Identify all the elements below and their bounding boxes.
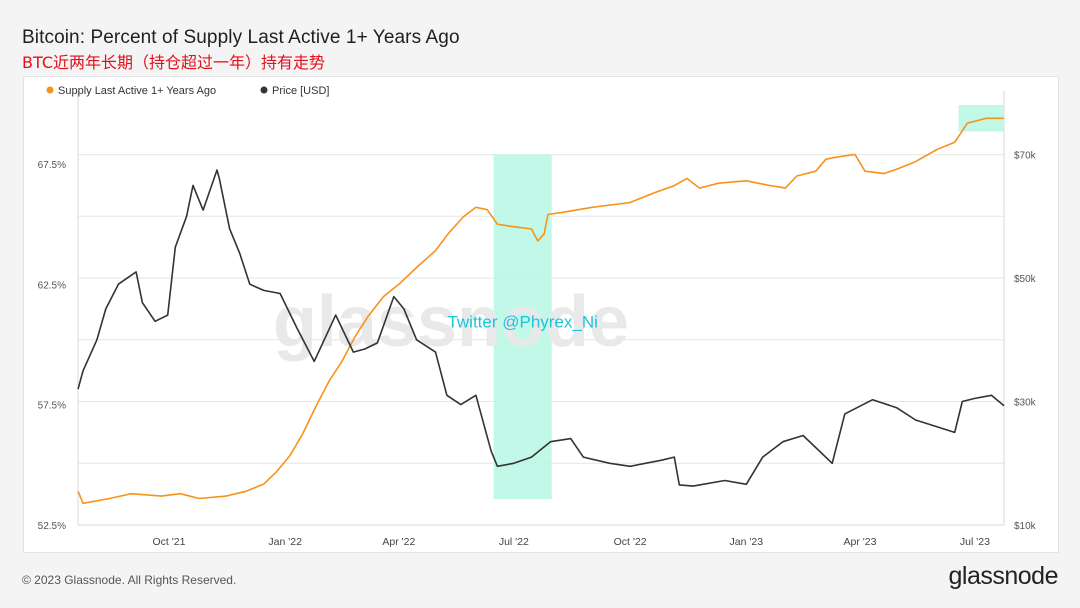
y-right-tick-label: $10k [1014, 521, 1037, 532]
price-series-line [77, 169, 1005, 487]
chart-panel: glassnode Twitter @Phyrex_Ni 52.5% 57.5% 62.… [23, 76, 1059, 553]
x-tick-label: Jan '23 [730, 536, 764, 548]
y-left-tick-label: 52.5% [38, 521, 66, 532]
y-right-tick-label: $70k [1014, 151, 1037, 162]
annotation-text: Twitter @Phyrex_Ni [447, 312, 597, 331]
legend-label: Supply Last Active 1+ Years Ago [58, 85, 216, 97]
y-left-tick-label: 62.5% [38, 280, 66, 291]
highlight-band [493, 154, 552, 500]
y-left-tick-label: 57.5% [38, 401, 66, 412]
x-tick-label: Jan '22 [268, 536, 302, 548]
x-tick-label: Oct '21 [152, 536, 185, 548]
legend-swatch [46, 86, 54, 94]
x-tick-label: Apr '23 [844, 536, 877, 548]
y-left-tick-label: 67.5% [38, 160, 66, 171]
legend-label: Price [USD] [272, 85, 329, 97]
y-right-tick-label: $50k [1014, 274, 1037, 285]
y-right-tick-label: $30k [1014, 398, 1037, 409]
chart-title: Bitcoin: Percent of Supply Last Active 1… [22, 27, 460, 48]
chart-subtitle: BTC近两年长期（持仓超过一年）持有走势 [22, 53, 325, 72]
x-tick-label: Apr '22 [382, 536, 415, 548]
x-tick-label: Oct '22 [614, 536, 647, 548]
glassnode-logo: glassnode [948, 562, 1059, 590]
legend-swatch [260, 86, 268, 94]
x-tick-label: Jul '22 [499, 536, 529, 548]
copyright-text: © 2023 Glassnode. All Rights Reserved. [22, 573, 237, 587]
x-tick-label: Jul '23 [960, 536, 990, 548]
supply-series-line [77, 117, 1004, 505]
